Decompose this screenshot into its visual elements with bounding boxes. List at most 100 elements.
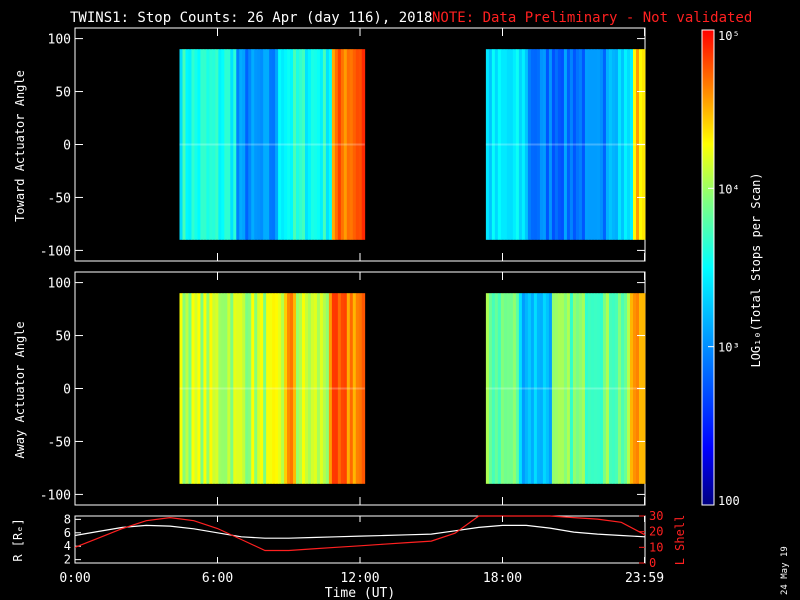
heatmap-column xyxy=(569,49,574,240)
time-axis-label: Time (UT) xyxy=(325,586,395,600)
r-tick-label: 8 xyxy=(64,512,71,526)
heatmap-column xyxy=(533,49,538,240)
heatmap-column xyxy=(551,293,556,484)
away-y-label: Away Actuator Angle xyxy=(13,321,27,458)
heatmap-column xyxy=(605,293,610,484)
heatmap-column xyxy=(212,49,216,240)
heatmap-column xyxy=(325,293,330,484)
heatmap-column xyxy=(536,49,541,240)
heatmap-column xyxy=(269,293,273,484)
heatmap-column xyxy=(334,293,339,484)
r-series-line xyxy=(74,524,646,539)
heatmap-column xyxy=(611,293,616,484)
heatmap-column xyxy=(188,293,192,484)
heatmap-column xyxy=(242,49,246,240)
toward-y-axis: -100 -50 0 50 100 xyxy=(40,33,645,259)
y-tick-label: -100 xyxy=(40,244,71,259)
heatmap-column xyxy=(218,293,222,484)
heatmap-column xyxy=(355,293,360,484)
heatmap-column xyxy=(194,49,198,240)
y-tick-label: -50 xyxy=(48,435,71,450)
colorbar-scale xyxy=(701,29,715,506)
heatmap-column xyxy=(221,293,225,484)
heatmap-column xyxy=(515,49,520,240)
heatmap-column xyxy=(485,49,490,240)
heatmap-column xyxy=(266,293,270,484)
heatmap-column xyxy=(506,293,511,484)
heatmap-column xyxy=(278,293,282,484)
away-heatmap xyxy=(179,293,646,484)
heatmap-column xyxy=(524,49,529,240)
heatmap-column xyxy=(179,293,183,484)
heatmap-column xyxy=(629,293,634,484)
preliminary-note: NOTE: Data Preliminary - Not validated xyxy=(432,10,752,26)
heatmap-column xyxy=(560,49,565,240)
heatmap-column xyxy=(608,49,613,240)
heatmap-column xyxy=(584,49,589,240)
heatmap-column xyxy=(587,49,592,240)
heatmap-column xyxy=(299,293,303,484)
heatmap-column xyxy=(337,293,342,484)
heatmap-column xyxy=(503,49,508,240)
heatmap-column xyxy=(554,293,559,484)
colorbar-tick-label: 100 xyxy=(718,494,740,508)
heatmap-column xyxy=(494,293,499,484)
heatmap-column xyxy=(302,293,306,484)
heatmap-column xyxy=(215,293,219,484)
heatmap-column xyxy=(206,49,210,240)
colorbar-ticks: 100 10³ 10⁴ 10⁵ xyxy=(708,29,740,508)
time-tick-label: 18:00 xyxy=(483,571,522,586)
heatmap-column xyxy=(266,49,270,240)
away-y-axis: -100 -50 0 50 100 xyxy=(40,277,645,503)
heatmap-column xyxy=(257,49,261,240)
heatmap-column xyxy=(325,49,330,240)
heatmap-column xyxy=(614,49,619,240)
heatmap-column xyxy=(352,293,357,484)
heatmap-column xyxy=(269,49,273,240)
heatmap-column xyxy=(182,49,186,240)
heatmap-column xyxy=(521,293,526,484)
heatmap-column xyxy=(587,293,592,484)
heatmap-column xyxy=(494,49,499,240)
heatmap-column xyxy=(572,293,577,484)
heatmap-column xyxy=(254,49,258,240)
heatmap-column xyxy=(509,293,514,484)
heatmap-column xyxy=(593,293,598,484)
heatmap-column xyxy=(313,293,318,484)
lshell-axis-label: L Shell xyxy=(673,515,687,566)
heatmap-column xyxy=(319,49,324,240)
heatmap-column xyxy=(617,49,622,240)
lshell-tick-label: 30 xyxy=(649,509,663,523)
heatmap-column xyxy=(293,49,297,240)
heatmap-column xyxy=(316,293,321,484)
heatmap-column xyxy=(527,49,532,240)
r-tick-label: 6 xyxy=(64,526,71,540)
ephemeris-lines xyxy=(74,515,646,552)
heatmap-column xyxy=(316,49,321,240)
heatmap-column xyxy=(209,49,213,240)
heatmap-column xyxy=(245,293,249,484)
time-tick-label: 6:00 xyxy=(202,571,233,586)
heatmap-column xyxy=(260,49,264,240)
heatmap-column xyxy=(313,49,318,240)
heatmap-column xyxy=(287,49,291,240)
heatmap-column xyxy=(545,293,550,484)
heatmap-column xyxy=(290,49,294,240)
away-panel: -100 -50 0 50 100 Away Actuator Angle xyxy=(13,271,646,506)
heatmap-column xyxy=(497,49,502,240)
heatmap-column xyxy=(236,293,240,484)
heatmap-column xyxy=(512,293,517,484)
heatmap-column xyxy=(242,293,246,484)
heatmap-column xyxy=(239,49,243,240)
y-tick-label: 50 xyxy=(55,86,71,101)
heatmap-column xyxy=(581,49,586,240)
heatmap-column xyxy=(346,293,351,484)
heatmap-column xyxy=(349,49,354,240)
heatmap-column xyxy=(572,49,577,240)
y-tick-label: 0 xyxy=(63,139,71,154)
toward-y-label: Toward Actuator Angle xyxy=(13,70,27,222)
heatmap-column xyxy=(611,49,616,240)
heatmap-column xyxy=(530,293,535,484)
ephemeris-panel-frame xyxy=(74,515,646,564)
